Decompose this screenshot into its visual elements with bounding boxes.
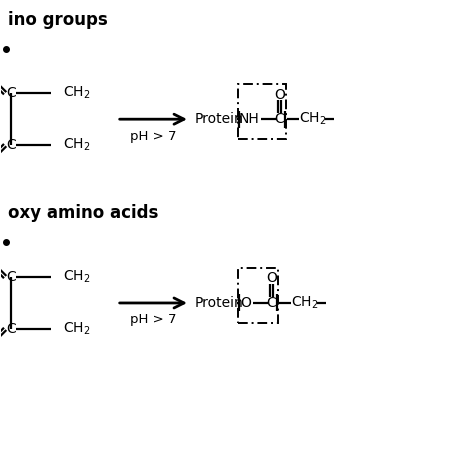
- Text: C: C: [266, 296, 276, 310]
- Text: ino groups: ino groups: [9, 11, 108, 29]
- Text: O: O: [240, 296, 251, 310]
- Text: C: C: [274, 112, 284, 126]
- Text: O: O: [266, 272, 277, 285]
- Text: CH$_2$: CH$_2$: [63, 321, 90, 337]
- Text: pH > 7: pH > 7: [130, 313, 177, 326]
- Text: CH$_2$: CH$_2$: [299, 111, 327, 128]
- Text: Protein: Protein: [195, 296, 243, 310]
- Text: oxy amino acids: oxy amino acids: [9, 204, 159, 222]
- Text: CH$_2$: CH$_2$: [291, 295, 319, 311]
- Text: O: O: [274, 88, 285, 102]
- Text: C: C: [6, 138, 16, 152]
- Text: C: C: [6, 322, 16, 336]
- Text: C: C: [6, 86, 16, 100]
- Text: NH: NH: [239, 112, 260, 126]
- Text: pH > 7: pH > 7: [130, 129, 177, 143]
- Text: C: C: [6, 270, 16, 284]
- Text: CH$_2$: CH$_2$: [63, 269, 90, 285]
- Text: Protein: Protein: [195, 112, 243, 126]
- Text: CH$_2$: CH$_2$: [63, 85, 90, 101]
- Text: CH$_2$: CH$_2$: [63, 137, 90, 153]
